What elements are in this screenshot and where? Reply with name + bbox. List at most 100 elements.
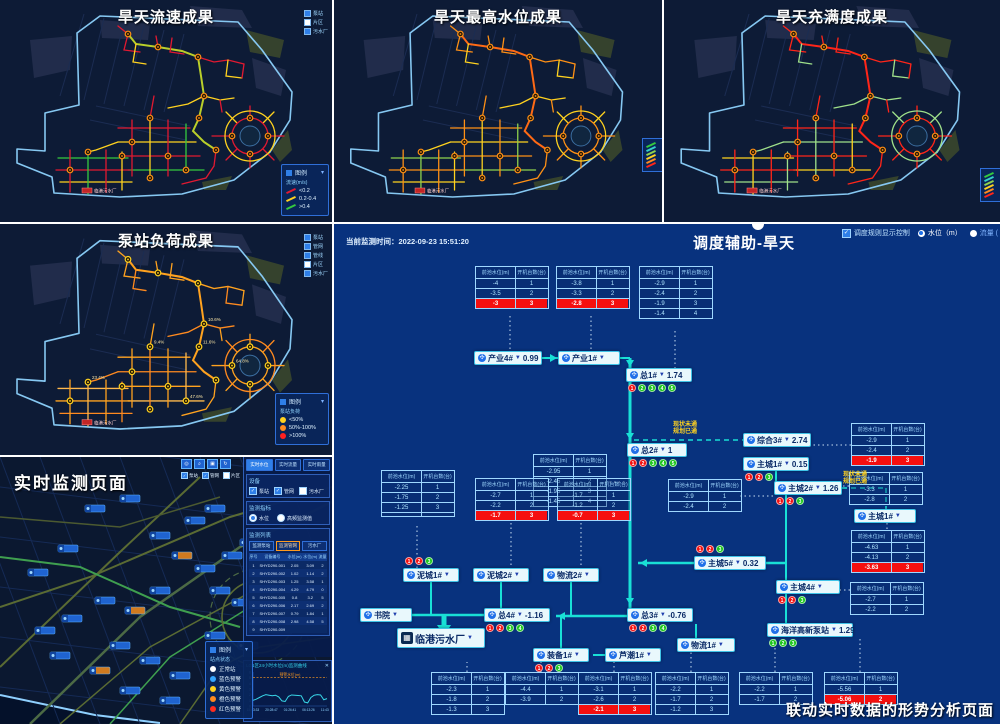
station-node-zc5[interactable]: ✣ 主城5# ▼ 0.32 bbox=[694, 556, 766, 570]
station-node-z4[interactable]: ✣ 总4# ▼ -1.16 bbox=[484, 608, 550, 622]
dropdown-icon[interactable]: ▼ bbox=[734, 560, 741, 566]
dropdown-icon[interactable]: ▼ bbox=[598, 355, 605, 361]
monitor-row[interactable]: 6 SHYD290-006 2.17 2.69 2 bbox=[249, 601, 327, 609]
station-node-cy4[interactable]: ✣ 产业4# ▼ 0.99 bbox=[474, 351, 542, 365]
monitor-row[interactable]: 3 SHYD290-003 1.25 3.58 1 bbox=[249, 577, 327, 585]
sewage-plant-marker[interactable]: 临港污水厂 bbox=[81, 419, 117, 426]
unit-stopped-dot[interactable]: 1 bbox=[486, 624, 494, 632]
toolbar-checkbox[interactable]: 片区 bbox=[223, 472, 240, 479]
panel-toggle[interactable] bbox=[752, 224, 764, 230]
station-node-plant[interactable]: ▦ 临港污水厂 ▼ bbox=[397, 628, 485, 648]
list-filter-button[interactable]: 监测泵站 bbox=[249, 541, 274, 551]
unit-running-dot[interactable]: 5 bbox=[668, 384, 676, 392]
sewage-plant-marker[interactable]: 临港污水厂 bbox=[81, 188, 117, 195]
station-node-cy1[interactable]: ✣ 产业1# ▼ bbox=[558, 351, 620, 365]
unit-stopped-dot[interactable]: 2 bbox=[788, 596, 796, 604]
rule-display-checkbox[interactable]: ✓ 调度规则显示控制 bbox=[841, 228, 910, 238]
collapse-icon[interactable]: ▾ bbox=[244, 647, 248, 653]
unit-running-dot[interactable]: 3 bbox=[716, 545, 724, 553]
monitor-row[interactable]: 9 SHYD290-009 bbox=[249, 625, 327, 633]
toolbar-checkbox[interactable]: ✓ 泵站 bbox=[181, 472, 198, 479]
dropdown-icon[interactable]: ▼ bbox=[816, 584, 823, 590]
unit-running-dot[interactable]: 3 bbox=[425, 557, 433, 565]
pump-station-markers[interactable] bbox=[399, 30, 603, 182]
tab-item[interactable]: 实时流量 bbox=[274, 459, 302, 471]
unit-running-dot[interactable]: 3 bbox=[506, 624, 514, 632]
station-node-wl2[interactable]: ✣ 物流2# ▼ bbox=[543, 568, 599, 582]
unit-stopped-dot[interactable]: 2 bbox=[706, 545, 714, 553]
layer-toggle-item[interactable]: 管线 bbox=[303, 252, 328, 259]
unit-stopped-dot[interactable]: 2 bbox=[755, 473, 763, 481]
unit-running-dot[interactable]: 2 bbox=[779, 639, 787, 647]
unit-running-dot[interactable]: 4 bbox=[658, 384, 666, 392]
unit-running-dot[interactable]: 3 bbox=[649, 624, 657, 632]
dropdown-icon[interactable]: ▼ bbox=[717, 642, 724, 648]
flow-radio[interactable]: 流量 ( bbox=[969, 228, 998, 238]
dropdown-icon[interactable]: ▼ bbox=[467, 635, 473, 641]
dropdown-icon[interactable]: ▼ bbox=[894, 513, 901, 519]
unit-stopped-dot[interactable]: 2 bbox=[639, 624, 647, 632]
list-filter-button[interactable]: 监测管网 bbox=[275, 541, 301, 551]
unit-running-dot[interactable]: 5 bbox=[669, 459, 677, 467]
collapse-icon[interactable]: ▾ bbox=[320, 170, 324, 176]
layer-toggle-item[interactable]: 片区 bbox=[303, 261, 328, 268]
unit-running-dot[interactable]: 2 bbox=[638, 384, 646, 392]
station-node-z3[interactable]: ✣ 总3# ▼ -0.76 bbox=[627, 608, 693, 622]
indicator-radio[interactable]: 水位 bbox=[249, 514, 269, 522]
refresh-icon[interactable]: ↻ bbox=[220, 459, 231, 469]
unit-stopped-dot[interactable]: 1 bbox=[696, 545, 704, 553]
toolbar-checkbox[interactable]: ✓ 管网 bbox=[202, 472, 219, 479]
layer-toggle-item[interactable]: 管网 bbox=[303, 243, 328, 250]
station-node-nc2[interactable]: ✣ 泥城2# ▼ bbox=[473, 568, 529, 582]
pump-station-markers[interactable] bbox=[731, 30, 939, 182]
layer-toggle-item[interactable]: 污水厂 bbox=[303, 28, 328, 35]
dropdown-icon[interactable]: ▼ bbox=[658, 372, 665, 378]
unit-stopped-dot[interactable]: 1 bbox=[405, 557, 413, 565]
sewage-plant-marker[interactable]: 临港污水厂 bbox=[414, 187, 450, 195]
unit-running-dot[interactable]: 3 bbox=[796, 497, 804, 505]
station-node-hy[interactable]: ✣ 海洋高新泵站 ▼ 1.29 bbox=[767, 623, 855, 637]
unit-running-dot[interactable]: 1 bbox=[769, 639, 777, 647]
dropdown-icon[interactable]: ▼ bbox=[513, 572, 520, 578]
unit-stopped-dot[interactable]: 1 bbox=[629, 624, 637, 632]
sewage-plant-marker[interactable]: 临港污水厂 bbox=[746, 188, 782, 195]
unit-stopped-dot[interactable]: 1 bbox=[628, 384, 636, 392]
station-node-sy[interactable]: ✣ 书院 ▼ bbox=[360, 608, 412, 622]
layer-toggle-item[interactable]: 泵站 bbox=[303, 234, 328, 241]
unit-stopped-dot[interactable]: 2 bbox=[639, 459, 647, 467]
monitor-row[interactable]: 8 SHYD290-008 2.98 4.58 5 bbox=[249, 617, 327, 625]
dropdown-icon[interactable]: ▼ bbox=[831, 627, 837, 633]
device-checkbox[interactable]: ✓ 管网 bbox=[274, 487, 294, 495]
monitor-row[interactable]: 5 SHYD290-005 0.8 3.2 5 bbox=[249, 593, 327, 601]
station-node-z2[interactable]: ✣ 总2# ▼ 1 bbox=[627, 443, 687, 457]
search-icon[interactable]: ⌕ bbox=[194, 459, 205, 469]
monitor-row[interactable]: 7 SHYD290-007 0.79 1.84 1 bbox=[249, 609, 327, 617]
station-node-zb1[interactable]: ✣ 装备1# ▼ bbox=[533, 648, 589, 662]
unit-running-dot[interactable]: 3 bbox=[789, 639, 797, 647]
dropdown-icon[interactable]: ▼ bbox=[783, 461, 790, 467]
station-node-z1[interactable]: ✣ 总1# ▼ 1.74 bbox=[626, 368, 692, 382]
layer-toggle-item[interactable]: 污水厂 bbox=[303, 270, 328, 277]
layer-toggle-item[interactable]: 泵站 bbox=[303, 10, 328, 17]
layers-icon[interactable]: ▣ bbox=[207, 459, 218, 469]
unit-stopped-dot[interactable]: 2 bbox=[496, 624, 504, 632]
station-node-zh3[interactable]: ✣ 综合3# ▼ 2.74 bbox=[743, 433, 811, 447]
unit-running-dot[interactable]: 3 bbox=[649, 459, 657, 467]
monitor-row[interactable]: 4 SHYD290-004 4.29 4.79 0 bbox=[249, 585, 327, 593]
close-icon[interactable]: ✕ bbox=[324, 663, 329, 669]
station-node-lc1[interactable]: ✣ 芦潮1# ▼ bbox=[605, 648, 661, 662]
monitor-row[interactable]: 1 SHYD290-001 2.05 3.09 2 bbox=[249, 561, 327, 569]
unit-running-dot[interactable]: 3 bbox=[798, 596, 806, 604]
dropdown-icon[interactable]: ▼ bbox=[443, 572, 450, 578]
station-node-zc1b[interactable]: ✣ 主城1# ▼ bbox=[854, 509, 916, 523]
dropdown-icon[interactable]: ▼ bbox=[573, 652, 580, 658]
unit-stopped-dot[interactable]: 2 bbox=[545, 664, 553, 672]
dropdown-icon[interactable]: ▼ bbox=[645, 652, 652, 658]
unit-running-dot[interactable]: 4 bbox=[659, 624, 667, 632]
unit-stopped-dot[interactable]: 2 bbox=[415, 557, 423, 565]
station-node-nc1[interactable]: ✣ 泥城1# ▼ bbox=[403, 568, 459, 582]
unit-running-dot[interactable]: 4 bbox=[516, 624, 524, 632]
station-node-zc1a[interactable]: ✣ 主城1# ▼ 0.15 bbox=[743, 457, 809, 471]
station-node-wl1[interactable]: ✣ 物流1# ▼ bbox=[677, 638, 735, 652]
station-node-zc2[interactable]: ✣ 主城2# ▼ 1.26 bbox=[774, 481, 842, 495]
